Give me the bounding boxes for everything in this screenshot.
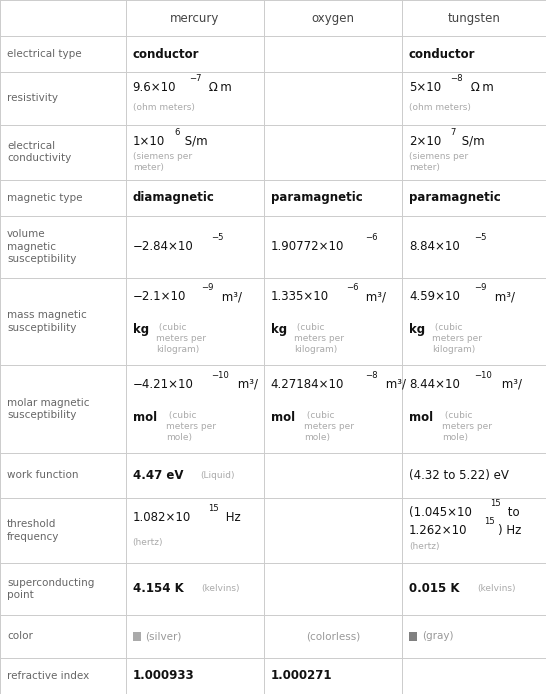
Text: 8.44×10: 8.44×10 xyxy=(409,378,460,391)
Text: m³/: m³/ xyxy=(497,378,521,391)
Text: (cubic
meters per
kilogram): (cubic meters per kilogram) xyxy=(156,323,206,354)
Text: 6: 6 xyxy=(174,128,180,137)
Text: 1.262×10: 1.262×10 xyxy=(409,524,467,537)
Text: 4.59×10: 4.59×10 xyxy=(409,290,460,303)
Text: (1.045×10: (1.045×10 xyxy=(409,506,472,519)
Text: electrical type: electrical type xyxy=(7,49,82,59)
Text: diamagnetic: diamagnetic xyxy=(133,192,215,204)
Text: (siemens per
meter): (siemens per meter) xyxy=(133,152,192,172)
Text: paramagnetic: paramagnetic xyxy=(271,192,363,204)
Text: −9: −9 xyxy=(474,283,487,292)
Text: 1.335×10: 1.335×10 xyxy=(271,290,329,303)
Text: threshold
frequency: threshold frequency xyxy=(7,519,60,542)
Text: 2×10: 2×10 xyxy=(409,135,441,148)
Text: kg: kg xyxy=(133,323,149,336)
Text: −2.84×10: −2.84×10 xyxy=(133,240,193,253)
Text: (Liquid): (Liquid) xyxy=(200,471,235,480)
Text: 4.27184×10: 4.27184×10 xyxy=(271,378,344,391)
Text: (cubic
meters per
kilogram): (cubic meters per kilogram) xyxy=(432,323,482,354)
Text: m³/: m³/ xyxy=(382,378,406,391)
Text: 1×10: 1×10 xyxy=(133,135,165,148)
Text: 15: 15 xyxy=(208,504,218,513)
Text: 1.082×10: 1.082×10 xyxy=(133,511,191,524)
Text: 1.000933: 1.000933 xyxy=(133,670,194,682)
Text: 7: 7 xyxy=(450,128,456,137)
Text: m³/: m³/ xyxy=(362,290,386,303)
Text: kg: kg xyxy=(271,323,287,336)
Text: 1.90772×10: 1.90772×10 xyxy=(271,240,344,253)
Text: mol: mol xyxy=(409,411,433,423)
Text: −10: −10 xyxy=(474,371,492,380)
Text: (ohm meters): (ohm meters) xyxy=(133,103,194,112)
Text: 0.015 K: 0.015 K xyxy=(409,582,459,595)
Text: color: color xyxy=(7,632,33,641)
Text: −8: −8 xyxy=(450,74,463,83)
Text: Hz: Hz xyxy=(222,511,240,524)
Text: electrical
conductivity: electrical conductivity xyxy=(7,141,72,163)
Text: work function: work function xyxy=(7,471,79,480)
Text: −4.21×10: −4.21×10 xyxy=(133,378,193,391)
Text: (kelvins): (kelvins) xyxy=(201,584,239,593)
Text: m³/: m³/ xyxy=(491,290,515,303)
Text: (colorless): (colorless) xyxy=(306,632,360,641)
Text: conductor: conductor xyxy=(409,48,476,60)
Text: −10: −10 xyxy=(211,371,229,380)
Text: (silver): (silver) xyxy=(145,632,182,641)
Text: ) Hz: ) Hz xyxy=(498,524,521,537)
Text: (cubic
meters per
mole): (cubic meters per mole) xyxy=(166,411,216,442)
Text: −5: −5 xyxy=(474,233,487,242)
Text: volume
magnetic
susceptibility: volume magnetic susceptibility xyxy=(7,229,76,264)
Text: (cubic
meters per
mole): (cubic meters per mole) xyxy=(442,411,492,442)
Text: magnetic type: magnetic type xyxy=(7,193,82,203)
Text: refractive index: refractive index xyxy=(7,671,90,681)
Text: 8.84×10: 8.84×10 xyxy=(409,240,460,253)
Text: (kelvins): (kelvins) xyxy=(477,584,515,593)
Text: 1.000271: 1.000271 xyxy=(271,670,333,682)
Text: −8: −8 xyxy=(365,371,378,380)
Text: (cubic
meters per
mole): (cubic meters per mole) xyxy=(304,411,354,442)
Text: mol: mol xyxy=(271,411,295,423)
Text: 4.47 eV: 4.47 eV xyxy=(133,469,183,482)
Text: mercury: mercury xyxy=(170,12,219,24)
Text: 5×10: 5×10 xyxy=(409,81,441,94)
Text: mass magnetic
susceptibility: mass magnetic susceptibility xyxy=(7,310,87,332)
Bar xyxy=(133,632,141,641)
Text: (cubic
meters per
kilogram): (cubic meters per kilogram) xyxy=(294,323,344,354)
Text: 15: 15 xyxy=(484,517,495,526)
Text: (gray): (gray) xyxy=(422,632,453,641)
Text: (hertz): (hertz) xyxy=(409,542,440,551)
Bar xyxy=(409,632,417,641)
Text: tungsten: tungsten xyxy=(448,12,500,24)
Text: 15: 15 xyxy=(490,499,501,508)
Text: m³/: m³/ xyxy=(234,378,258,391)
Text: −6: −6 xyxy=(365,233,378,242)
Text: S/m: S/m xyxy=(458,135,484,148)
Text: −9: −9 xyxy=(201,283,214,292)
Text: 4.154 K: 4.154 K xyxy=(133,582,183,595)
Text: S/m: S/m xyxy=(181,135,208,148)
Text: kg: kg xyxy=(409,323,425,336)
Text: paramagnetic: paramagnetic xyxy=(409,192,501,204)
Text: mol: mol xyxy=(133,411,157,423)
Text: −5: −5 xyxy=(211,233,223,242)
Text: resistivity: resistivity xyxy=(7,94,58,103)
Text: m³/: m³/ xyxy=(218,290,242,303)
Text: −7: −7 xyxy=(189,74,201,83)
Text: (ohm meters): (ohm meters) xyxy=(409,103,471,112)
Text: oxygen: oxygen xyxy=(311,12,354,24)
Text: molar magnetic
susceptibility: molar magnetic susceptibility xyxy=(7,398,90,420)
Text: Ω m: Ω m xyxy=(205,81,232,94)
Text: 9.6×10: 9.6×10 xyxy=(133,81,176,94)
Text: (4.32 to 5.22) eV: (4.32 to 5.22) eV xyxy=(409,469,509,482)
Text: (hertz): (hertz) xyxy=(133,538,163,547)
Text: (siemens per
meter): (siemens per meter) xyxy=(409,152,468,172)
Text: conductor: conductor xyxy=(133,48,199,60)
Text: −2.1×10: −2.1×10 xyxy=(133,290,186,303)
Text: Ω m: Ω m xyxy=(467,81,494,94)
Text: −6: −6 xyxy=(346,283,358,292)
Text: to: to xyxy=(504,506,520,519)
Text: superconducting
point: superconducting point xyxy=(7,577,94,600)
